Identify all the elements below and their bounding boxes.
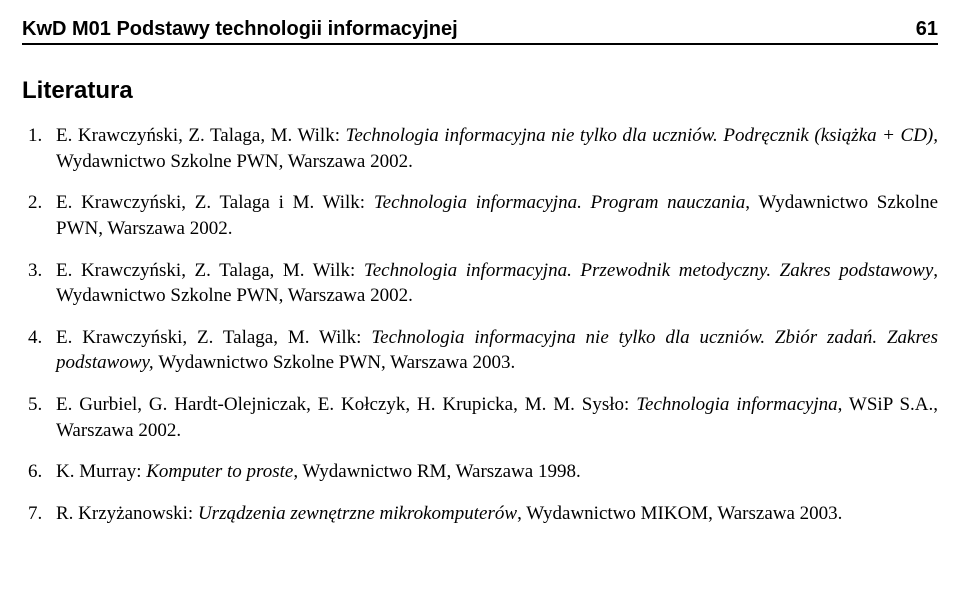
ref-title: Urządzenia zewnętrzne mikrokomputerów: [198, 503, 517, 524]
ref-authors: E. Krawczyński, Z. Talaga, M. Wilk:: [56, 260, 364, 281]
ref-title: Technologia informacyjna. Przewodnik met…: [364, 260, 933, 281]
ref-authors: E. Gurbiel, G. Hardt-Olejniczak, E. Kołc…: [56, 394, 636, 415]
doc-title: KwD M01 Podstawy technologii informacyjn…: [22, 18, 458, 41]
list-item: E. Krawczyński, Z. Talaga i M. Wilk: Tec…: [28, 190, 938, 241]
list-item: E. Krawczyński, Z. Talaga, M. Wilk: Tech…: [28, 258, 938, 309]
ref-title: Technologia informacyjna: [636, 394, 837, 415]
ref-authors: E. Krawczyński, Z. Talaga, M. Wilk:: [56, 327, 371, 348]
ref-authors: R. Krzyżanowski:: [56, 503, 198, 524]
ref-title: Komputer to proste: [146, 461, 293, 482]
ref-title: Technologia informacyjna nie tylko dla u…: [346, 125, 938, 146]
list-item: E. Krawczyński, Z. Talaga, M. Wilk: Tech…: [28, 325, 938, 376]
ref-authors: E. Krawczyński, Z. Talaga, M. Wilk:: [56, 125, 346, 146]
ref-title: Technologia informacyjna. Program naucza…: [374, 192, 745, 213]
bibliography-list: E. Krawczyński, Z. Talaga, M. Wilk: Tech…: [22, 123, 938, 527]
list-item: R. Krzyżanowski: Urządzenia zewnętrzne m…: [28, 501, 938, 527]
ref-publisher: Wydawnictwo Szkolne PWN, Warszawa 2002.: [56, 151, 413, 172]
list-item: E. Gurbiel, G. Hardt-Olejniczak, E. Kołc…: [28, 392, 938, 443]
ref-authors: E. Krawczyński, Z. Talaga i M. Wilk:: [56, 192, 374, 213]
page-number: 61: [916, 18, 938, 41]
ref-publisher: , Wydawnictwo RM, Warszawa 1998.: [293, 461, 580, 482]
ref-publisher: , Wydawnictwo MIKOM, Warszawa 2003.: [517, 503, 842, 524]
list-item: K. Murray: Komputer to proste, Wydawnict…: [28, 459, 938, 485]
page-header: KwD M01 Podstawy technologii informacyjn…: [22, 18, 938, 45]
list-item: E. Krawczyński, Z. Talaga, M. Wilk: Tech…: [28, 123, 938, 174]
ref-publisher: Wydawnictwo Szkolne PWN, Warszawa 2003.: [158, 352, 515, 373]
ref-authors: K. Murray:: [56, 461, 146, 482]
section-heading: Literatura: [22, 77, 938, 105]
